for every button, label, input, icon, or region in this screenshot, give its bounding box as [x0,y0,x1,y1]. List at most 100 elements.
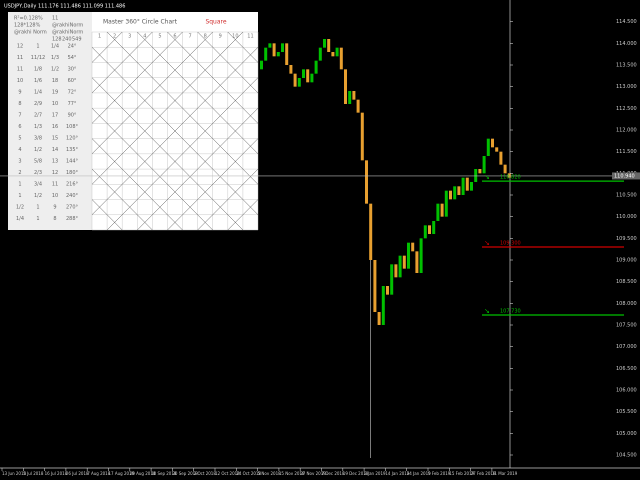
y-tick-label: 107.500 [616,323,637,329]
y-tick-label: 104.500 [616,453,637,459]
panel-cell: 1/4 [51,44,59,50]
panel-cell: 108° [66,124,79,130]
candle-body [264,47,268,61]
candle-body [381,286,385,325]
panel-mode[interactable]: Square [205,19,226,26]
panel-cell: 2/3 [34,170,42,176]
level-arrow: ↘ [484,173,490,181]
candle-body [478,169,482,174]
y-tick-label: 107.000 [616,344,637,350]
y-tick-label: 111.500 [616,149,637,155]
panel-cell: 15 [52,136,58,142]
y-tick-label: 110.500 [616,193,637,199]
x-tick-label: 11 Mar 2019 [492,471,518,476]
panel-cell: 6 [18,124,21,130]
candle-body [394,264,398,278]
y-tick-label: 112.000 [616,128,637,134]
panel-info: @rakhi Norm [14,30,47,36]
y-tick-label: 110.000 [616,214,637,220]
candle-body [428,225,431,234]
candle-body [436,203,440,221]
candle-body [461,177,465,195]
panel-info: 128 [52,37,62,43]
candle-body [377,312,381,325]
panel-cell: 90° [68,113,77,119]
y-tick-label: 105.000 [616,431,637,437]
grid-diagonal [197,168,258,230]
panel-info: 549 [72,37,82,43]
y-tick-label: 109.000 [616,258,637,264]
candle-body [365,160,368,204]
candle-body [457,186,461,195]
panel-cell: 1/3 [34,124,42,130]
panel-cell: 54° [68,55,77,61]
y-tick-label: 109.500 [616,236,637,242]
grid-column-label: 7 [188,34,191,40]
panel-cell: 9 [53,205,56,211]
panel-cell: 240° [66,193,79,199]
panel-cell: 1/3 [51,55,59,61]
x-tick-label: 15 Feb 2019 [449,471,474,476]
candle-body [293,73,297,87]
panel-info: @rakhiNorm [52,23,83,29]
panel-cell: 1 [36,44,39,50]
panel-cell: 270° [66,205,79,211]
candle-body [281,43,284,52]
grid-diagonal [92,32,244,185]
panel-cell: 14 [52,147,58,153]
grid-diagonal [106,77,258,230]
x-tick-label: 24 Oct 2018 [236,471,261,476]
x-tick-label: 7 Aug 2018 [87,471,111,476]
x-tick-label: 12 Oct 2018 [215,471,240,476]
panel-cell: 11/12 [31,55,45,61]
panel-cell: 3/8 [34,136,42,142]
candle-body [323,39,326,48]
y-tick-label: 114.500 [616,19,637,25]
panel-cell: 180° [66,170,79,176]
candle-body [352,91,356,100]
level-label: 109.300 [500,241,521,247]
candle-body [302,69,305,78]
candle-body [398,255,402,278]
level-arrow: ↘ [484,239,490,247]
x-tick-label: 2 Jan 2019 [364,471,386,476]
x-tick-label: 2 Oct 2018 [194,471,217,476]
panel-cell: 11 [17,55,23,61]
x-tick-label: 27 Nov 2018 [300,471,326,476]
candle-body [339,47,343,70]
panel-cell: 9 [18,90,21,96]
grid-diagonal [92,46,258,216]
x-tick-label: 20 Sep 2018 [172,471,198,476]
panel-info: 11 [52,16,58,22]
candle-body [390,264,394,295]
grid-diagonal [92,32,183,124]
panel-cell: 120° [66,136,79,142]
grid-column-label: 3 [128,34,131,40]
panel-cell: 11 [17,67,23,73]
candle-body [474,169,478,182]
panel-cell: 1 [36,216,39,222]
panel-side [8,12,92,230]
candle-body [276,52,280,57]
x-tick-label: 26 Jul 2018 [66,471,89,476]
candle-body [415,251,419,273]
panel-cell: 1 [18,193,21,199]
y-tick-label: 112.500 [616,106,637,112]
panel-cell: 12 [17,44,23,50]
panel-cell: 24° [68,44,77,50]
grid-column-label: 5 [158,34,161,40]
panel-cell: 72° [68,90,77,96]
candle-body [272,43,276,57]
candle-body [453,186,457,200]
candle-body [318,47,322,61]
panel-title: Master 360° Circle Chart [103,19,178,26]
y-tick-label: 108.000 [616,301,637,307]
x-tick-label: 17 Aug 2018 [109,471,135,476]
panel-info: @rakhiNorm [52,30,83,36]
candle-body [491,138,494,148]
candle-body [369,203,373,260]
panel-cell: 1/4 [34,90,42,96]
panel-info: 240 [62,37,72,43]
candle-body [285,43,289,65]
panel-cell: 1 [18,182,21,188]
